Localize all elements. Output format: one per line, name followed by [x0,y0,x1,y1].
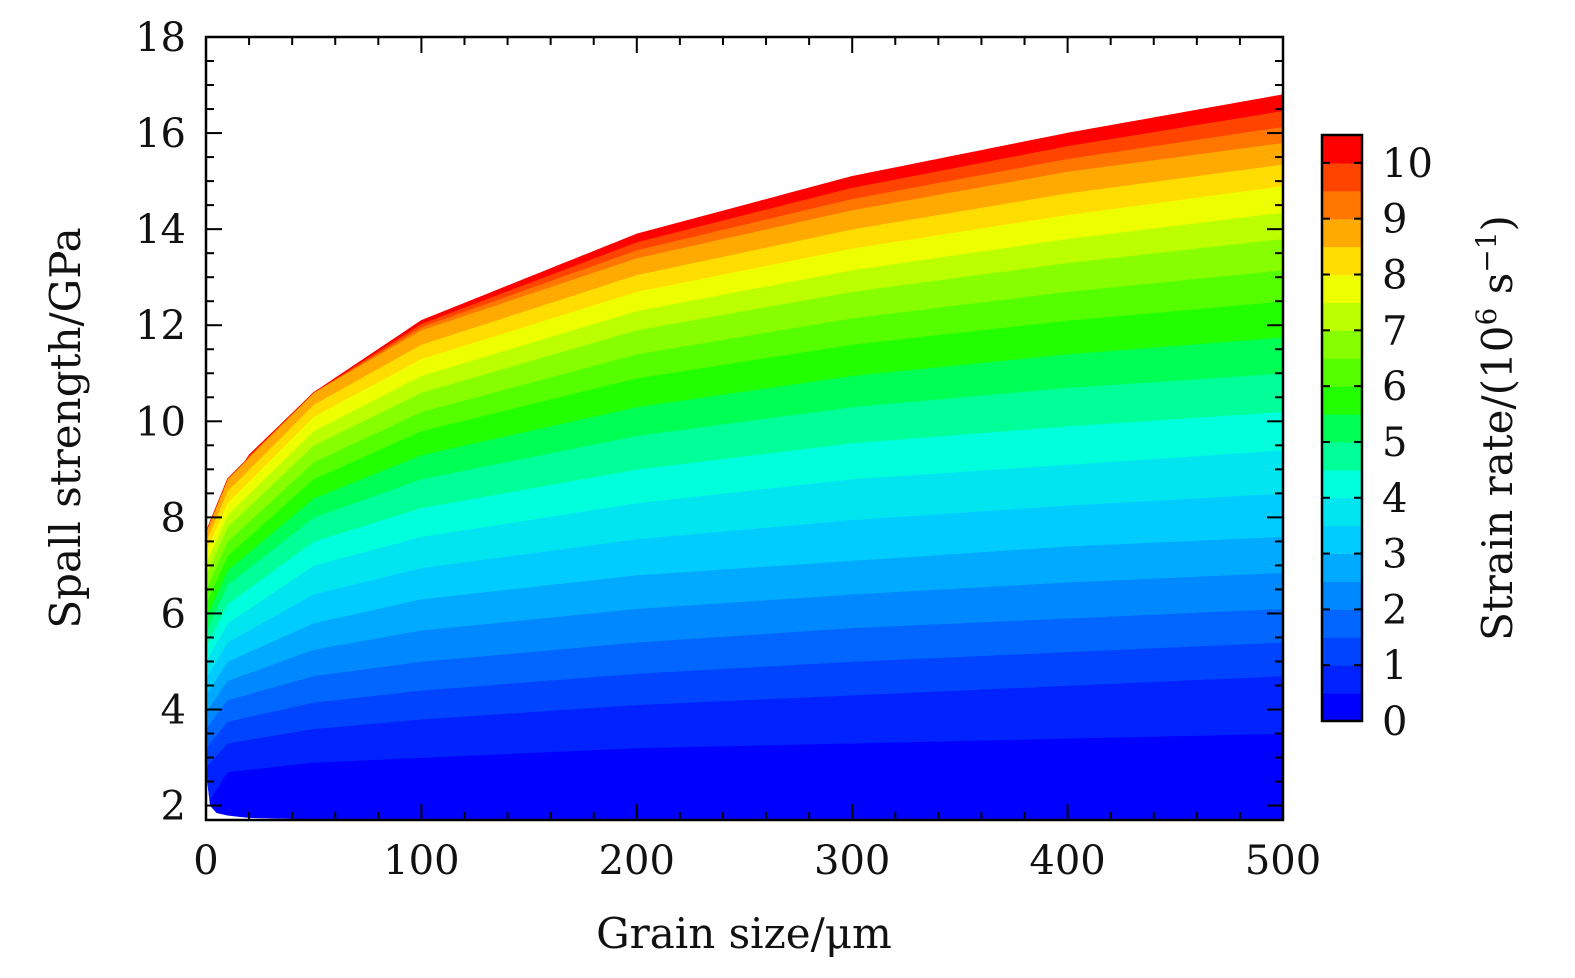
x-tick-label: 300 [814,838,890,884]
colorbar-band-5 [1322,553,1362,582]
colorbar-band-15 [1322,274,1362,303]
colorbar-tick-label: 3 [1382,532,1407,578]
colorbar-tick-label: 0 [1382,699,1407,745]
y-axis-ticks: 2 4 6 8 10 12 14 16 18 [135,15,1283,830]
colorbar-tick-label: 4 [1382,476,1407,522]
contour-band-20 [206,94,1283,530]
colorbar-band-0 [1322,693,1362,722]
y-tick-label: 16 [135,111,186,157]
contour-layer [206,94,1283,820]
colorbar-band-13 [1322,330,1362,359]
x-axis-label: Grain size/μm [596,909,892,958]
colorbar-band-14 [1322,302,1362,331]
colorbar-tick-label: 9 [1382,197,1407,243]
x-tick-label: 500 [1245,838,1321,884]
y-tick-label: 2 [161,784,186,830]
y-axis-label: Spall strength/GPa [41,227,90,628]
x-tick-label: 0 [193,838,218,884]
x-axis-ticks: 0 100 200 300 400 500 [193,37,1321,884]
colorbar-band-11 [1322,386,1362,415]
colorbar-band-10 [1322,414,1362,443]
colorbar-label-close: ) [1473,215,1522,231]
colorbar-band-2 [1322,637,1362,666]
colorbar-tick-label: 8 [1382,253,1407,299]
colorbar-band-9 [1322,441,1362,471]
y-tick-label: 4 [161,688,186,734]
plot-frame [204,35,1285,822]
colorbar-bands [1322,135,1362,722]
colorbar-band-8 [1322,469,1362,499]
y-tick-label: 10 [135,399,186,445]
colorbar-tick-label: 5 [1382,420,1407,466]
colorbar-tick-label: 6 [1382,364,1407,410]
y-tick-label: 8 [161,495,186,541]
colorbar-label-mid: s [1473,273,1522,308]
y-tick-label: 14 [135,207,186,253]
colorbar-label-exponent-1: 6 [1470,308,1503,326]
colorbar-tick-label: 10 [1382,141,1433,187]
colorbar-label-main: Strain rate/(10 [1473,325,1522,640]
colorbar-band-6 [1322,525,1362,555]
colorbar-tick-label: 1 [1382,643,1407,689]
x-tick-label: 200 [599,838,675,884]
colorbar-band-1 [1322,665,1362,694]
colorbar-band-3 [1322,609,1362,638]
y-tick-label: 18 [135,15,186,61]
colorbar-band-7 [1322,497,1362,527]
colorbar-band-19 [1322,162,1362,192]
colorbar-band-18 [1322,190,1362,220]
colorbar-band-17 [1322,218,1362,248]
colorbar-tick-label: 7 [1382,308,1407,354]
colorbar-tick-label: 2 [1382,587,1407,633]
colorbar-ticks: 0 1 2 3 4 5 6 7 8 9 10 [1322,141,1433,745]
colorbar-band-16 [1322,246,1362,276]
colorbar-band-20 [1322,135,1362,164]
colorbar-label: Strain rate/(106 s−1) [1470,215,1522,641]
colorbar-frame [1320,133,1364,723]
x-tick-label: 400 [1029,838,1105,884]
x-tick-label: 100 [383,838,459,884]
y-tick-label: 12 [135,303,186,349]
colorbar-band-4 [1322,581,1362,610]
colorbar-label-exponent-2: −1 [1470,231,1503,272]
colorbar-band-12 [1322,358,1362,387]
y-tick-label: 6 [161,591,186,637]
